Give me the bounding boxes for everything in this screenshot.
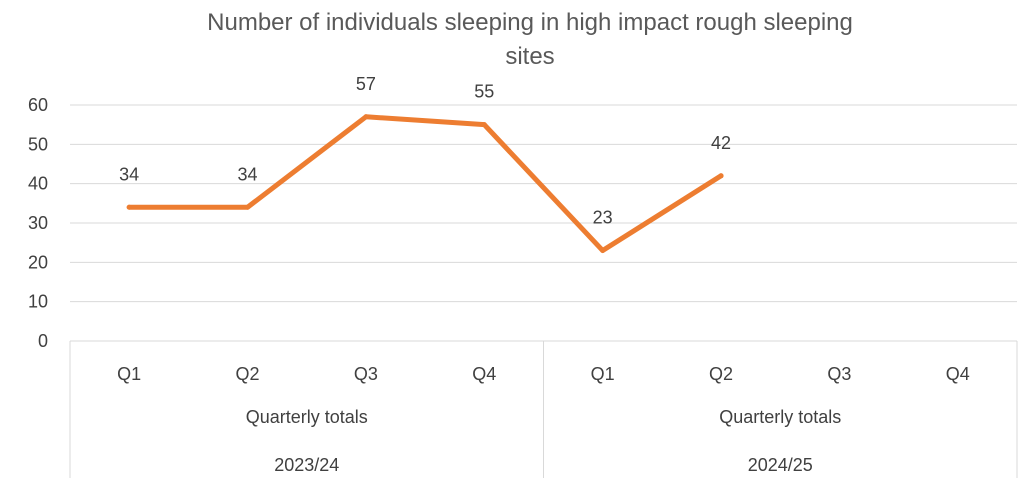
data-label: 23 <box>593 208 613 228</box>
y-tick-label: 0 <box>38 331 48 351</box>
x-tick-label: Q4 <box>946 364 970 384</box>
x-tick-label: Q2 <box>709 364 733 384</box>
data-label: 42 <box>711 133 731 153</box>
group-label: Quarterly totals <box>246 407 368 427</box>
data-label: 57 <box>356 74 376 94</box>
y-tick-label: 60 <box>28 95 48 115</box>
y-tick-label: 40 <box>28 174 48 194</box>
data-label: 55 <box>474 82 494 102</box>
y-tick-label: 10 <box>28 292 48 312</box>
group-label: Quarterly totals <box>719 407 841 427</box>
x-tick-label: Q4 <box>472 364 496 384</box>
x-tick-label: Q3 <box>354 364 378 384</box>
y-tick-label: 30 <box>28 213 48 233</box>
data-point <box>482 122 487 127</box>
data-labels: 34 34 57 55 23 42 <box>119 74 731 228</box>
chart-title-line1: Number of individuals sleeping in high i… <box>207 9 853 36</box>
data-point <box>245 205 250 210</box>
x-tick-label: Q3 <box>827 364 851 384</box>
y-tick-label: 20 <box>28 252 48 272</box>
data-point <box>600 248 605 253</box>
data-point <box>719 173 724 178</box>
data-point <box>363 114 368 119</box>
year-label: 2024/25 <box>748 455 813 475</box>
data-label: 34 <box>238 164 258 184</box>
y-axis-ticks: 0 10 20 30 40 50 60 <box>28 95 48 351</box>
gridlines <box>70 105 1017 478</box>
y-tick-label: 50 <box>28 134 48 154</box>
year-label: 2023/24 <box>274 455 339 475</box>
data-point <box>127 205 132 210</box>
chart-title-line2: sites <box>505 43 554 70</box>
data-label: 34 <box>119 164 139 184</box>
x-tick-label: Q1 <box>117 364 141 384</box>
x-tick-label: Q2 <box>236 364 260 384</box>
x-tick-label: Q1 <box>591 364 615 384</box>
